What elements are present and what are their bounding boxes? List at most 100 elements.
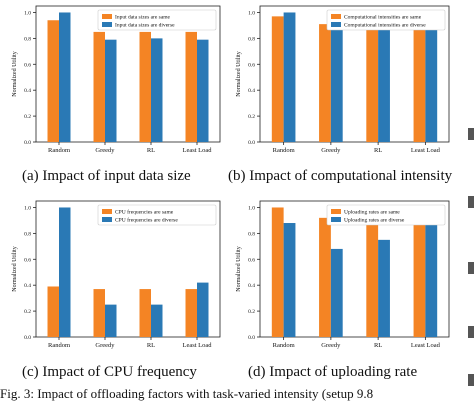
- legend-swatch: [102, 14, 112, 19]
- bar: [139, 289, 151, 337]
- caption-d: (d) Impact of uploading rate: [248, 364, 418, 380]
- plot-frame: [259, 5, 450, 143]
- bar: [378, 239, 390, 337]
- bar: [185, 289, 197, 337]
- chart-d-svg: 0.0 0.2 0.4 0.6 0.8 1.0 Normalized Utility Rand…: [236, 200, 450, 349]
- legend-label: Input data sizes are diverse: [115, 23, 175, 29]
- y-tick-label: 0.4: [24, 283, 31, 289]
- bar: [93, 31, 105, 142]
- legend-label: CPU frequencies are same: [115, 209, 174, 216]
- legend-label: Computational intensities are diverse: [344, 23, 426, 29]
- y-axis-label: Normalized Utility: [236, 246, 242, 292]
- bar: [319, 217, 331, 337]
- x-tick-label: Greedy: [95, 147, 115, 154]
- y-tick-label: 0.4: [248, 283, 255, 289]
- y-tick-label: 0.6: [24, 257, 31, 263]
- y-axis-label: Normalized Utility: [12, 51, 18, 97]
- bar: [425, 21, 438, 143]
- plot-frame: [35, 5, 221, 143]
- y-tick-label: 0.8: [248, 231, 255, 237]
- edge-mark: [468, 196, 474, 208]
- x-tick-label: RL: [147, 342, 155, 349]
- chart-panel-b: 0.0 0.2 0.4 0.6 0.8 1.0 Normalized Utility Rand…: [230, 0, 455, 165]
- bar: [366, 217, 379, 337]
- y-tick-label: 1.0: [248, 10, 255, 16]
- bar: [105, 304, 117, 337]
- y-tick-label: 0.6: [248, 62, 255, 68]
- bar: [197, 39, 209, 142]
- legend-swatch: [331, 22, 341, 27]
- bar: [105, 39, 117, 142]
- x-tick-label: Least Load: [182, 342, 212, 349]
- bar: [139, 31, 151, 142]
- y-tick-label: 0.0: [248, 140, 255, 146]
- chart-b-svg: 0.0 0.2 0.4 0.6 0.8 1.0 Normalized Utility Rand…: [236, 5, 450, 154]
- legend-swatch: [102, 22, 112, 27]
- caption-c: (c) Impact of CPU frequency: [22, 364, 197, 380]
- y-tick-label: 0.0: [24, 335, 31, 341]
- x-tick-label: Least Load: [411, 147, 441, 154]
- bar: [413, 217, 426, 337]
- y-tick-label: 0.8: [24, 231, 31, 237]
- edge-mark: [468, 262, 474, 274]
- y-tick-label: 0.0: [248, 335, 255, 341]
- caption-a: (a) Impact of input data size: [22, 168, 191, 184]
- x-tick-label: Random: [273, 147, 295, 154]
- x-tick-label: Greedy: [321, 147, 341, 154]
- figure-caption: Fig. 3: Impact of offloading factors wit…: [0, 386, 374, 401]
- plot-frame: [35, 200, 221, 338]
- bar: [151, 38, 163, 142]
- legend-label: Input data sizes are same: [115, 15, 171, 21]
- chart-panel-c: 0.0 0.2 0.4 0.6 0.8 1.0 Normalized Utility Rand…: [6, 195, 226, 360]
- legend-label: Uploading rates are diverse: [344, 218, 405, 224]
- chart-panel-d: 0.0 0.2 0.4 0.6 0.8 1.0 Normalized Utility Rand…: [230, 195, 455, 360]
- chart-a-svg: 0.0 0.2 0.4 0.6 0.8 1.0 Normalized Utility Rand…: [12, 5, 221, 154]
- bar: [330, 248, 343, 337]
- bar: [59, 207, 71, 337]
- y-tick-label: 1.0: [248, 205, 255, 211]
- y-tick-label: 0.2: [248, 114, 255, 120]
- bar: [413, 24, 426, 143]
- legend-box: [97, 204, 217, 226]
- edge-mark: [468, 326, 474, 338]
- bar: [59, 12, 71, 142]
- y-tick-label: 0.4: [24, 88, 31, 94]
- y-tick-label: 1.0: [24, 10, 31, 16]
- x-tick-label: Random: [48, 147, 70, 154]
- legend-swatch: [331, 217, 341, 222]
- bar: [197, 282, 209, 337]
- bar: [319, 24, 331, 143]
- bar: [93, 289, 105, 337]
- chart-c-svg: 0.0 0.2 0.4 0.6 0.8 1.0 Normalized Utility Rand…: [12, 200, 221, 349]
- bar: [47, 286, 59, 337]
- y-tick-label: 0.6: [24, 62, 31, 68]
- y-tick-label: 0.8: [24, 36, 31, 42]
- bar: [283, 223, 296, 337]
- legend-label: Uploading rates are same: [344, 210, 400, 216]
- x-tick-label: Random: [273, 342, 295, 349]
- legend-box: [326, 204, 446, 226]
- plot-frame: [259, 200, 450, 338]
- legend-box: [326, 9, 446, 31]
- y-tick-label: 0.0: [24, 140, 31, 146]
- bar: [425, 217, 438, 337]
- x-tick-label: Least Load: [411, 342, 441, 349]
- x-tick-label: Greedy: [321, 342, 341, 349]
- legend-label: Computational intensities are same: [344, 15, 422, 21]
- bar: [330, 26, 343, 143]
- bar: [47, 20, 59, 142]
- legend-swatch: [102, 209, 112, 214]
- y-tick-label: 0.6: [248, 257, 255, 263]
- y-tick-label: 0.8: [248, 36, 255, 42]
- edge-mark: [468, 128, 474, 140]
- y-tick-label: 0.4: [248, 88, 255, 94]
- legend-box: [97, 9, 217, 31]
- y-tick-label: 0.2: [248, 309, 255, 315]
- bar: [151, 304, 163, 337]
- legend-swatch: [102, 217, 112, 222]
- bar: [378, 22, 390, 142]
- x-tick-label: Least Load: [182, 147, 212, 154]
- legend-swatch: [331, 14, 341, 19]
- x-tick-label: RL: [147, 147, 155, 154]
- x-tick-label: Greedy: [95, 342, 115, 349]
